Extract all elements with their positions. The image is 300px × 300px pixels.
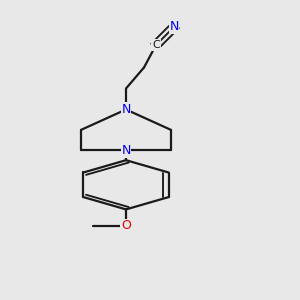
Text: C: C: [152, 40, 160, 50]
Text: N: N: [169, 20, 179, 34]
Text: N: N: [121, 144, 131, 157]
Text: N: N: [121, 103, 131, 116]
Text: O: O: [121, 219, 131, 232]
